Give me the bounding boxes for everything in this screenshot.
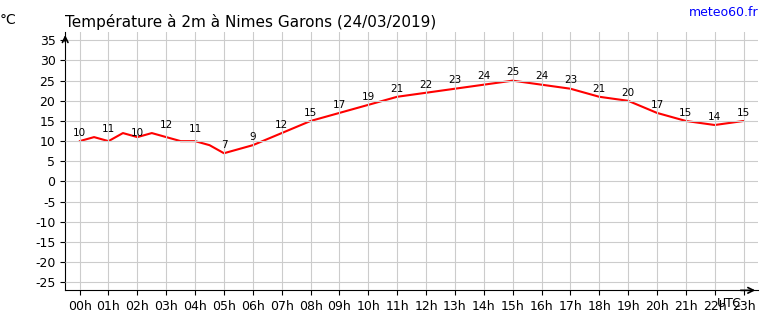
Text: 17: 17 [650,100,664,110]
Text: 15: 15 [737,108,750,118]
Text: °C: °C [0,13,17,27]
Text: 21: 21 [391,84,404,93]
Text: 12: 12 [275,120,288,130]
Text: UTC: UTC [717,297,742,310]
Text: 17: 17 [333,100,346,110]
Text: Température à 2m à Nimes Garons (24/03/2019): Température à 2m à Nimes Garons (24/03/2… [65,14,437,30]
Text: meteo60.fr: meteo60.fr [688,6,758,20]
Text: 24: 24 [535,71,549,82]
Text: 12: 12 [160,120,173,130]
Text: 11: 11 [188,124,202,134]
Text: 15: 15 [679,108,692,118]
Text: 15: 15 [304,108,317,118]
Text: 22: 22 [419,80,433,90]
Text: 24: 24 [477,71,490,82]
Text: 20: 20 [622,88,635,98]
Text: 7: 7 [220,140,227,150]
Text: 11: 11 [102,124,115,134]
Text: 23: 23 [448,76,461,85]
Text: 25: 25 [506,68,519,77]
Text: 9: 9 [249,132,256,142]
Text: 23: 23 [564,76,577,85]
Text: 10: 10 [131,128,144,138]
Text: 14: 14 [708,112,721,122]
Text: 10: 10 [73,128,86,138]
Text: 21: 21 [593,84,606,93]
Text: 19: 19 [362,92,375,102]
